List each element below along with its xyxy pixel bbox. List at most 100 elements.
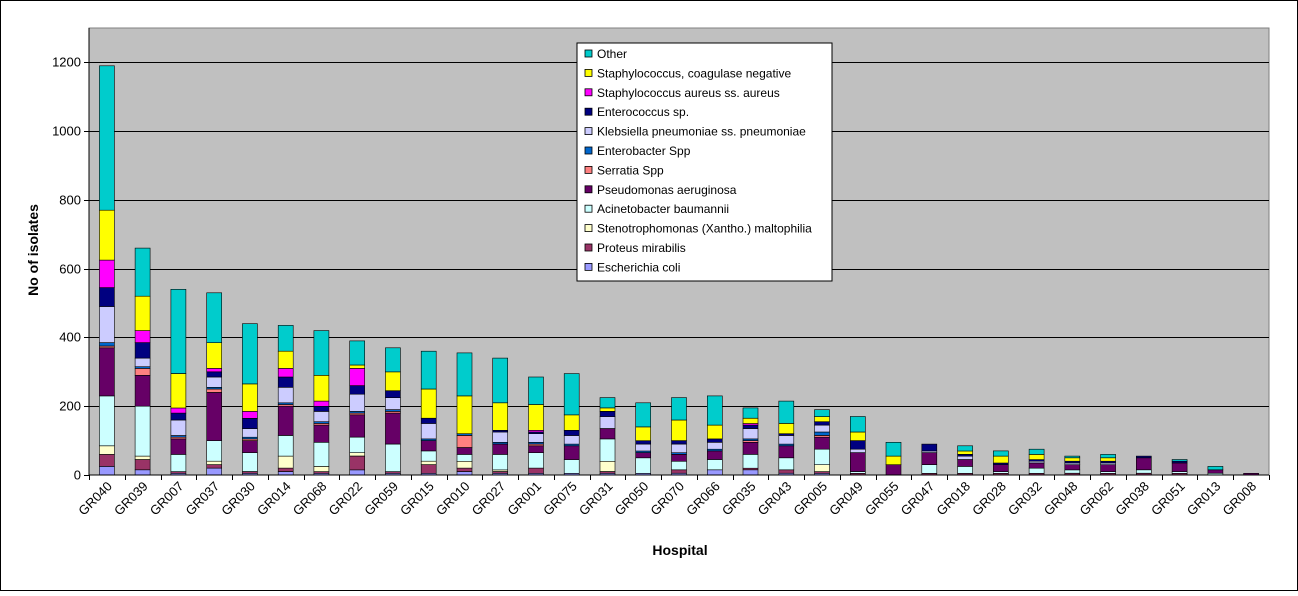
bar-segment — [420, 460, 437, 465]
bar-segment — [849, 448, 866, 453]
bar-segment — [206, 392, 222, 441]
bar-segment — [492, 402, 509, 431]
legend-swatch — [584, 262, 593, 271]
bar-segment — [420, 417, 437, 424]
bar-segment — [1136, 455, 1152, 459]
bar-segment — [277, 386, 294, 404]
bar-segment — [349, 393, 366, 412]
bar-segment — [99, 287, 115, 307]
bar-segment — [1028, 454, 1045, 460]
bar-segment — [385, 443, 401, 472]
bar-segment — [563, 445, 580, 460]
bar-segment — [242, 428, 258, 438]
bar-segment — [492, 471, 509, 474]
bar-segment — [134, 295, 151, 331]
bar-segment — [349, 436, 366, 454]
bar-segment — [1171, 459, 1188, 462]
bar-segment — [992, 450, 1009, 457]
legend-label: Stenotrophomonas (Xantho.) maltophilia — [597, 222, 812, 236]
bar-segment — [99, 306, 115, 343]
bar-segment — [170, 288, 187, 374]
bar-segment — [277, 368, 294, 378]
bar-segment — [349, 368, 366, 386]
bar-segment — [921, 464, 938, 474]
legend-label: Proteus mirabilis — [597, 241, 686, 255]
bar-segment — [849, 452, 866, 472]
bar-segment — [277, 467, 294, 472]
bar-segment — [170, 419, 187, 436]
bar-segment — [1100, 457, 1116, 462]
bar-segment — [814, 448, 830, 466]
bar-segment — [349, 385, 366, 395]
bar-segment — [456, 352, 473, 397]
bar-segment — [385, 409, 401, 412]
bar-segment — [814, 416, 830, 422]
bar-segment — [635, 452, 652, 459]
bar-segment — [1028, 462, 1045, 469]
legend-label: Klebsiella pneumoniae ss. pneumoniae — [597, 125, 806, 139]
legend-label: Escherichia coli — [597, 260, 680, 274]
bar-segment — [706, 469, 723, 476]
bar-segment — [599, 471, 616, 474]
bar-segment — [349, 414, 366, 438]
bar-segment — [814, 464, 830, 472]
bar-segment — [277, 405, 294, 436]
bar-segment — [563, 373, 580, 416]
bar-segment — [599, 438, 616, 462]
bar-segment — [99, 342, 115, 347]
bar-segment — [528, 376, 544, 405]
legend-swatch — [584, 88, 593, 97]
bar-segment — [1028, 467, 1045, 474]
bar-segment — [814, 421, 830, 426]
bar-segment — [1028, 448, 1045, 455]
bar-segment — [277, 435, 294, 457]
bar-segment — [206, 368, 222, 373]
bar-segment — [170, 412, 187, 421]
legend-swatch — [584, 69, 593, 77]
bar-segment — [1171, 462, 1188, 472]
bar-segment — [420, 440, 437, 452]
bar-segment — [778, 423, 795, 434]
y-tick-label: 800 — [59, 193, 81, 208]
bar-segment — [456, 435, 473, 448]
bar-segment — [778, 457, 795, 471]
bar-segment — [99, 466, 115, 476]
bar-segment — [349, 364, 366, 369]
bar-segment — [1064, 455, 1081, 459]
bar-segment — [277, 376, 294, 388]
bar-segment — [742, 454, 759, 469]
bar-segment — [456, 395, 473, 434]
bar-segment — [563, 414, 580, 431]
bar-segment — [814, 424, 830, 433]
bar-segment — [385, 412, 401, 445]
bar-segment — [242, 471, 258, 474]
bar-segment — [706, 450, 723, 460]
bar-segment — [849, 471, 866, 474]
bar-segment — [635, 426, 652, 441]
bar-segment — [99, 347, 115, 397]
bar-segment — [1064, 457, 1081, 462]
bar-segment — [313, 374, 330, 402]
bar-segment — [742, 469, 759, 476]
bar-segment — [671, 469, 687, 474]
bar-segment — [814, 435, 830, 438]
bar-segment — [206, 342, 222, 369]
y-tick-label: 600 — [59, 262, 81, 277]
bar-segment — [206, 464, 222, 469]
bar-segment — [134, 342, 151, 359]
bar-segment — [957, 455, 973, 460]
bar-segment — [957, 459, 973, 467]
bar-segment — [456, 467, 473, 472]
bar-segment — [814, 409, 830, 417]
bar-segment — [134, 374, 151, 407]
y-tick-label: 1200 — [52, 55, 81, 70]
bar-segment — [99, 345, 115, 349]
bar-segment — [706, 438, 723, 443]
bar-segment — [706, 459, 723, 471]
y-tick-label: 400 — [59, 330, 81, 345]
bar-segment — [957, 454, 973, 457]
bar-segment — [349, 469, 366, 476]
bar-segment — [456, 454, 473, 462]
bar-segment — [742, 428, 759, 440]
